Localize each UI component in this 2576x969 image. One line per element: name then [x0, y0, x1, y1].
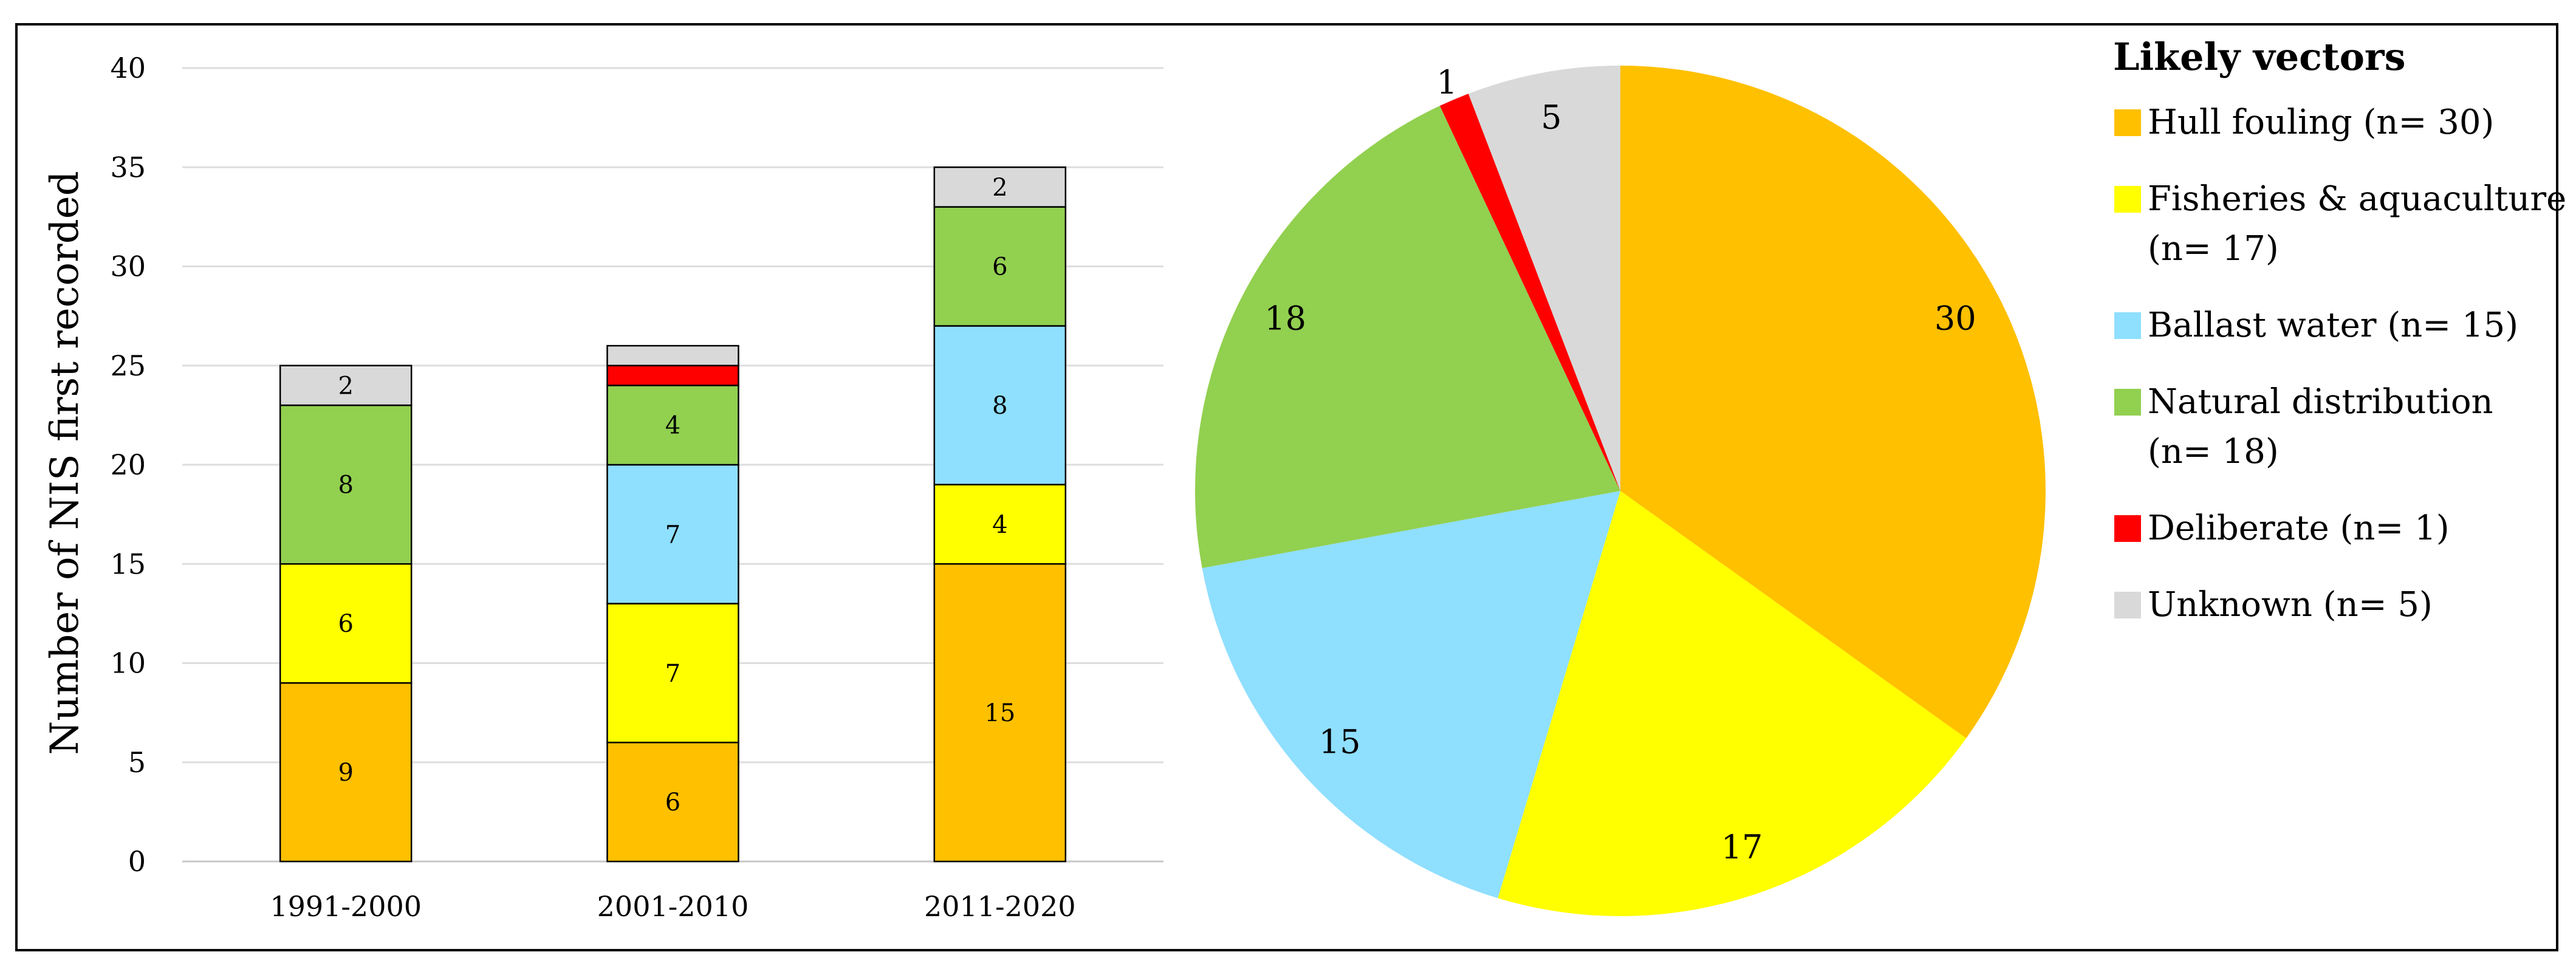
pie-slice [1468, 66, 1620, 491]
y-tick-label: 20 [110, 448, 146, 481]
pie-slice [1498, 491, 1967, 916]
pie-slice-label: 15 [1319, 723, 1361, 761]
bar-segment-label: 8 [992, 392, 1007, 420]
legend-swatch [2114, 186, 2141, 213]
y-tick-label: 25 [110, 349, 146, 382]
bar-segment [606, 741, 739, 863]
x-tick-label: 2011-2020 [924, 890, 1076, 923]
bar-segment [279, 365, 413, 406]
pie-slice-label: 17 [1721, 828, 1763, 866]
legend-item-label: (n= 18) [2148, 432, 2279, 471]
y-tick-label: 5 [128, 746, 146, 779]
bar-segment-label: 9 [338, 759, 353, 787]
pie-slice-label: 1 [1436, 63, 1457, 101]
bar-segment-label: 15 [984, 699, 1015, 727]
bar-segment [933, 484, 1067, 565]
bar-segment [933, 166, 1067, 208]
stacked-bar-chart: 0 5 10 15 20 25 30 35 40 9 6 8 2 6 7 7 4 15 4 8 6 2 1991-200… [43, 52, 1163, 923]
legend-item-label: Deliberate (n= 1) [2148, 508, 2450, 548]
bar-segments: 9 6 8 2 6 7 7 4 15 4 8 6 2 [279, 166, 1067, 863]
legend-swatch [2114, 109, 2141, 136]
pie-slice-label: 18 [1264, 300, 1306, 338]
pie-slice-label: 30 [1934, 300, 1976, 338]
y-tick-label: 0 [128, 845, 146, 878]
legend: Likely vectors Hull fouling (n= 30) Fishe… [2113, 35, 2566, 625]
y-tick-labels: 0 5 10 15 20 25 30 35 40 [110, 52, 146, 878]
bar-segment [606, 344, 739, 366]
bar-segment [933, 325, 1067, 485]
bar-segment [279, 682, 413, 863]
bar-segment-label: 6 [665, 789, 680, 817]
pie-slice [1195, 106, 1620, 569]
bar-segment [606, 385, 739, 466]
y-axis-label: Number of NIS first recorded [43, 171, 87, 755]
legend-swatch [2114, 515, 2141, 542]
y-tick-label: 10 [110, 647, 146, 680]
bar-segment [933, 563, 1067, 863]
legend-item-label: Hull fouling (n= 30) [2148, 103, 2494, 142]
bar-segment-label: 6 [992, 253, 1007, 281]
x-tick-label: 1991-2000 [270, 890, 422, 923]
pie-slices [1195, 66, 2046, 916]
bar-segment [606, 365, 739, 386]
y-tick-label: 30 [110, 250, 146, 283]
bar-segment-label: 4 [992, 511, 1007, 539]
y-tick-label: 40 [110, 52, 146, 84]
legend-item-label: Unknown (n= 5) [2148, 585, 2433, 625]
x-tick-labels: 1991-2000 2001-2010 2011-2020 [270, 890, 1075, 923]
y-tick-label: 35 [110, 151, 146, 183]
bar-segment [933, 206, 1067, 327]
bar-segment-label: 4 [665, 412, 680, 440]
bar-segment [606, 603, 739, 744]
pie-slice-label: 5 [1541, 98, 1561, 136]
y-tick-label: 15 [110, 547, 146, 580]
legend-item-label: Fisheries & aquaculture [2148, 179, 2566, 219]
bar-segment-label: 7 [665, 660, 680, 688]
bar-segment-label: 2 [992, 174, 1007, 202]
legend-item-label: Ballast water (n= 15) [2148, 306, 2518, 345]
pie-slice [1202, 491, 1620, 899]
bar-segment-label: 8 [338, 471, 353, 499]
legend-items: Hull fouling (n= 30) Fisheries & aquacult… [2114, 103, 2566, 625]
legend-swatch [2114, 312, 2141, 339]
bar-segment-label: 2 [338, 372, 353, 400]
bar-segment [606, 464, 739, 604]
bar-segment-label: 7 [665, 521, 680, 549]
x-tick-label: 2001-2010 [597, 890, 749, 923]
legend-title: Likely vectors [2113, 35, 2406, 79]
bar-segment [279, 563, 413, 684]
figure-frame [15, 23, 2558, 951]
legend-item-label: Natural distribution [2148, 382, 2493, 422]
bar-segment-label: 6 [338, 610, 353, 638]
legend-item-label: (n= 17) [2148, 229, 2279, 269]
legend-swatch [2114, 389, 2141, 416]
pie-slice [1439, 94, 1620, 491]
legend-swatch [2114, 592, 2141, 618]
pie-slice [1620, 66, 2046, 739]
